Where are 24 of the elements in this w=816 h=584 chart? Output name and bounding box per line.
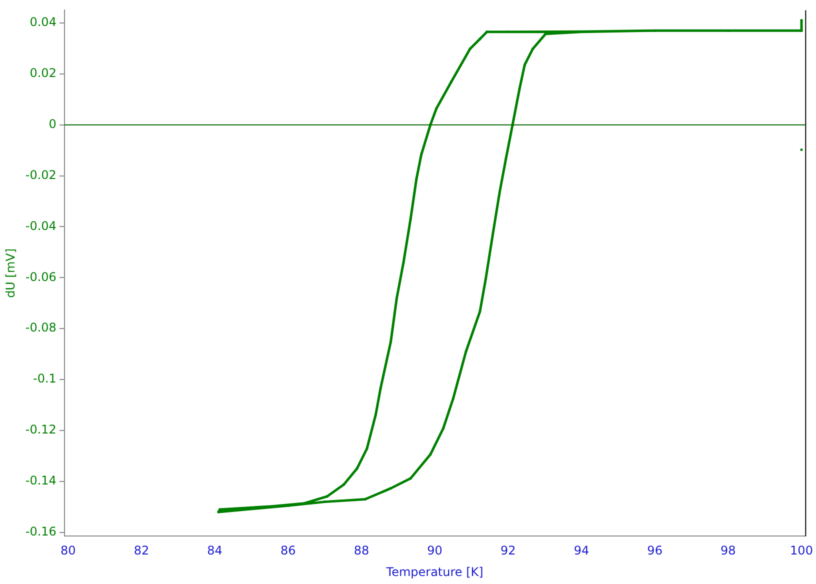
y-tick-label: -0.06 xyxy=(25,270,56,284)
y-axis-title: dU [mV] xyxy=(3,248,18,298)
x-tick-label: 86 xyxy=(280,544,296,558)
y-tick-label: -0.02 xyxy=(25,168,56,182)
y-tick-label: 0 xyxy=(48,116,56,131)
x-axis-title: Temperature [K] xyxy=(385,564,484,579)
y-tick-label: -0.08 xyxy=(25,320,56,335)
x-tick-label: 96 xyxy=(647,544,662,558)
x-tick-label: 100 xyxy=(790,544,813,558)
x-tick-label: 82 xyxy=(134,544,150,558)
y-tick-label: 0.04 xyxy=(30,15,56,30)
x-tick-label: 94 xyxy=(574,544,590,558)
y-tick-label: -0.16 xyxy=(25,524,56,539)
x-tick-label: 90 xyxy=(427,544,442,558)
x-tick-label: 80 xyxy=(60,544,76,558)
x-tick-label: 84 xyxy=(207,544,222,558)
y-tick-label: -0.14 xyxy=(25,474,56,488)
y-tick-label: 0.02 xyxy=(30,66,56,80)
y-tick-label: -0.12 xyxy=(25,422,56,437)
x-tick-label: 98 xyxy=(720,544,736,558)
x-tick-label: 88 xyxy=(354,544,370,558)
x-tick-label: 92 xyxy=(500,544,516,558)
y-tick-label: -0.04 xyxy=(25,218,56,233)
y-tick-label: -0.1 xyxy=(33,372,56,386)
